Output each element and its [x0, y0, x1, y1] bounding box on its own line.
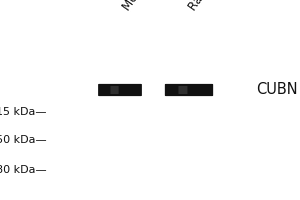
- Text: Rat kidney: Rat kidney: [186, 0, 233, 13]
- Text: 250 kDa—: 250 kDa—: [0, 135, 46, 145]
- Text: 315 kDa—: 315 kDa—: [0, 107, 46, 117]
- FancyBboxPatch shape: [165, 84, 213, 96]
- Text: CUBN: CUBN: [256, 82, 298, 97]
- FancyBboxPatch shape: [178, 86, 188, 94]
- Text: Mouse kidney: Mouse kidney: [120, 0, 177, 13]
- FancyBboxPatch shape: [98, 84, 142, 96]
- Text: 180 kDa—: 180 kDa—: [0, 165, 46, 175]
- FancyBboxPatch shape: [110, 86, 118, 94]
